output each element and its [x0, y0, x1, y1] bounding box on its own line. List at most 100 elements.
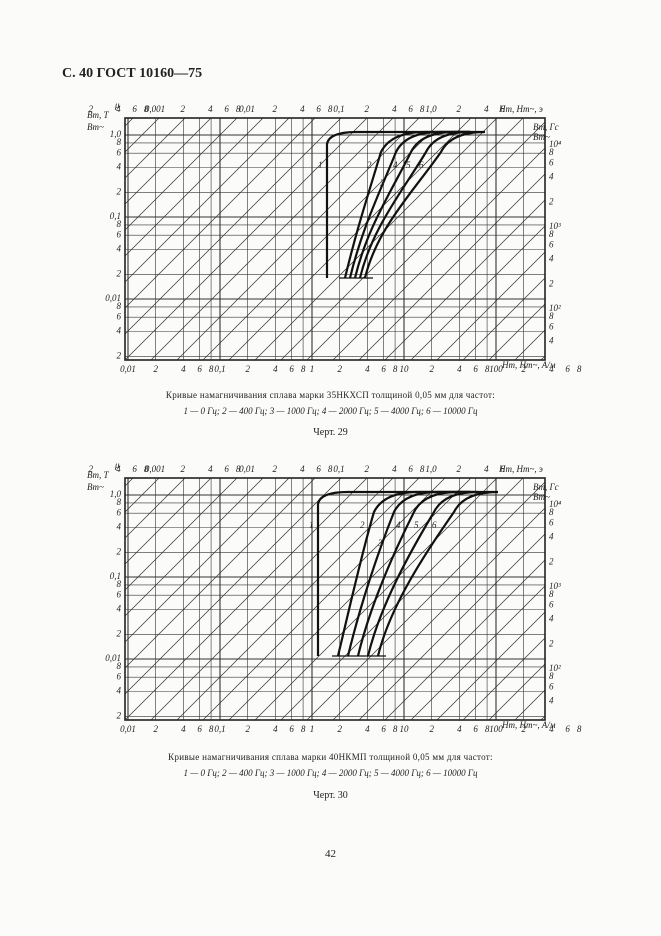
- diagonal-line: [254, 118, 498, 360]
- y-tick-label: 2: [117, 710, 122, 720]
- curve-label: 6: [419, 160, 424, 170]
- magnetization-curve: [356, 490, 470, 657]
- axis-label: Hm, Hm~, A/м: [501, 720, 556, 730]
- magnetization-curve: [353, 130, 470, 279]
- y2-tick-label: 4: [549, 254, 554, 264]
- axis-label: Bm~: [533, 492, 550, 502]
- magnetization-curve: [366, 490, 479, 657]
- diagonal-line: [0, 420, 9, 720]
- y2-tick-label: 4: [549, 336, 554, 346]
- diagonal-line: [125, 478, 290, 643]
- x-tick-label: 2: [521, 724, 526, 734]
- y2-tick-label: 6: [549, 239, 554, 249]
- axis-label: Hm, Hm~, э: [498, 104, 543, 114]
- top-tick-label: 8: [144, 104, 149, 114]
- x-tick-label: 6: [289, 364, 294, 374]
- diagonal-line: [125, 118, 264, 257]
- x-tick-label: 6: [565, 364, 570, 374]
- y2-tick-label: 10⁴: [549, 499, 561, 509]
- caption: Кривые намагничивания сплава марки 35НКХ…: [165, 390, 496, 400]
- x-tick-label: 0,1: [214, 364, 225, 374]
- x-tick-label: 4: [457, 724, 462, 734]
- top-tick-label: 6: [316, 464, 321, 474]
- top-tick-label: 4: [116, 464, 121, 474]
- y-tick-label: 8: [117, 497, 122, 507]
- x-tick-label: 100: [489, 364, 503, 374]
- x-tick-label: 4: [457, 364, 462, 374]
- x-tick-label: 2: [429, 364, 434, 374]
- diagonal-line: [0, 60, 35, 360]
- curves: [316, 490, 499, 657]
- y2-tick-label: 10³: [549, 581, 561, 591]
- x-tick-label: 4: [365, 724, 370, 734]
- x-tick-label: 4: [181, 364, 186, 374]
- diagonal-line: [645, 60, 661, 360]
- diagonal-line: [125, 118, 290, 283]
- diagonal-line: [0, 60, 113, 360]
- top-tick-label: 8: [420, 104, 425, 114]
- top-tick-label: 4: [484, 104, 489, 114]
- page-number: 42: [325, 848, 336, 860]
- x-tick-label: 100: [489, 724, 503, 734]
- curve-label: 3: [377, 538, 383, 548]
- diagonal-line: [619, 60, 661, 360]
- y-tick-label: 6: [117, 229, 122, 239]
- magnetization-curve: [348, 130, 470, 279]
- diagonal-line: [358, 533, 545, 720]
- diagonal-line: [540, 355, 545, 360]
- x-tick-label: 2: [153, 724, 158, 734]
- top-tick-label: 4: [392, 104, 397, 114]
- diagonal-line: [488, 663, 545, 720]
- x-tick-label: 4: [549, 364, 554, 374]
- grid: [0, 60, 661, 360]
- magnetization-curve: [358, 130, 471, 279]
- x-tick-label: 6: [473, 364, 478, 374]
- magnetization-curve: [376, 490, 499, 657]
- x-tick-label: 4: [181, 724, 186, 734]
- y2-tick-label: 8: [549, 147, 554, 157]
- top-tick-label: 6: [224, 464, 229, 474]
- diagonal-line: [125, 118, 316, 309]
- page-header: С. 40 ГОСТ 10160—75: [62, 66, 203, 81]
- x-tick-label: 4: [549, 724, 554, 734]
- x-tick-label: 2: [153, 364, 158, 374]
- chart-frame: [124, 117, 546, 361]
- x-tick-label: 4: [365, 364, 370, 374]
- top-tick-label: 8: [328, 104, 333, 114]
- diagonal-line: [0, 60, 61, 360]
- top-tick-label: 1,0: [425, 104, 437, 114]
- caption: Кривые намагничивания сплава марки 40НКМ…: [168, 752, 493, 762]
- magnetization-curve: [363, 130, 486, 279]
- y-tick-label: 2: [117, 350, 122, 360]
- top-tick-label: 8: [420, 464, 425, 474]
- top-tick-label: 6: [316, 104, 321, 114]
- curve-label: 5: [414, 520, 419, 530]
- axis-label: Bm~: [87, 482, 104, 492]
- diagonal-line: [125, 478, 238, 591]
- diagonal-line: [125, 478, 316, 669]
- diagonal-line: [0, 60, 9, 360]
- magnetization-curve: [336, 490, 470, 657]
- top-tick-label: 0,1: [333, 464, 344, 474]
- x-tick-label: 8: [393, 724, 398, 734]
- y2-tick-label: 4: [549, 614, 554, 624]
- x-tick-label: 4: [273, 364, 278, 374]
- diagonal-line: [540, 715, 545, 720]
- x-tick-label: 8: [301, 724, 306, 734]
- x-tick-label: 2: [337, 364, 342, 374]
- x-tick-label: 6: [565, 724, 570, 734]
- diagonal-line: [228, 478, 472, 720]
- y2-tick-label: 6: [549, 517, 554, 527]
- y2-tick-label: 8: [549, 589, 554, 599]
- x-tick-label: 6: [381, 364, 386, 374]
- y-tick-label: 2: [117, 268, 122, 278]
- diagonal-line: [645, 420, 661, 720]
- diagonal-line: [125, 118, 186, 179]
- diagonal-line: [0, 420, 87, 720]
- y2-tick-label: 6: [549, 681, 554, 691]
- top-tick-label: 4: [300, 464, 305, 474]
- x-tick-label: 2: [245, 724, 250, 734]
- diagonal-line: [0, 420, 113, 720]
- y-tick-label: 6: [117, 147, 122, 157]
